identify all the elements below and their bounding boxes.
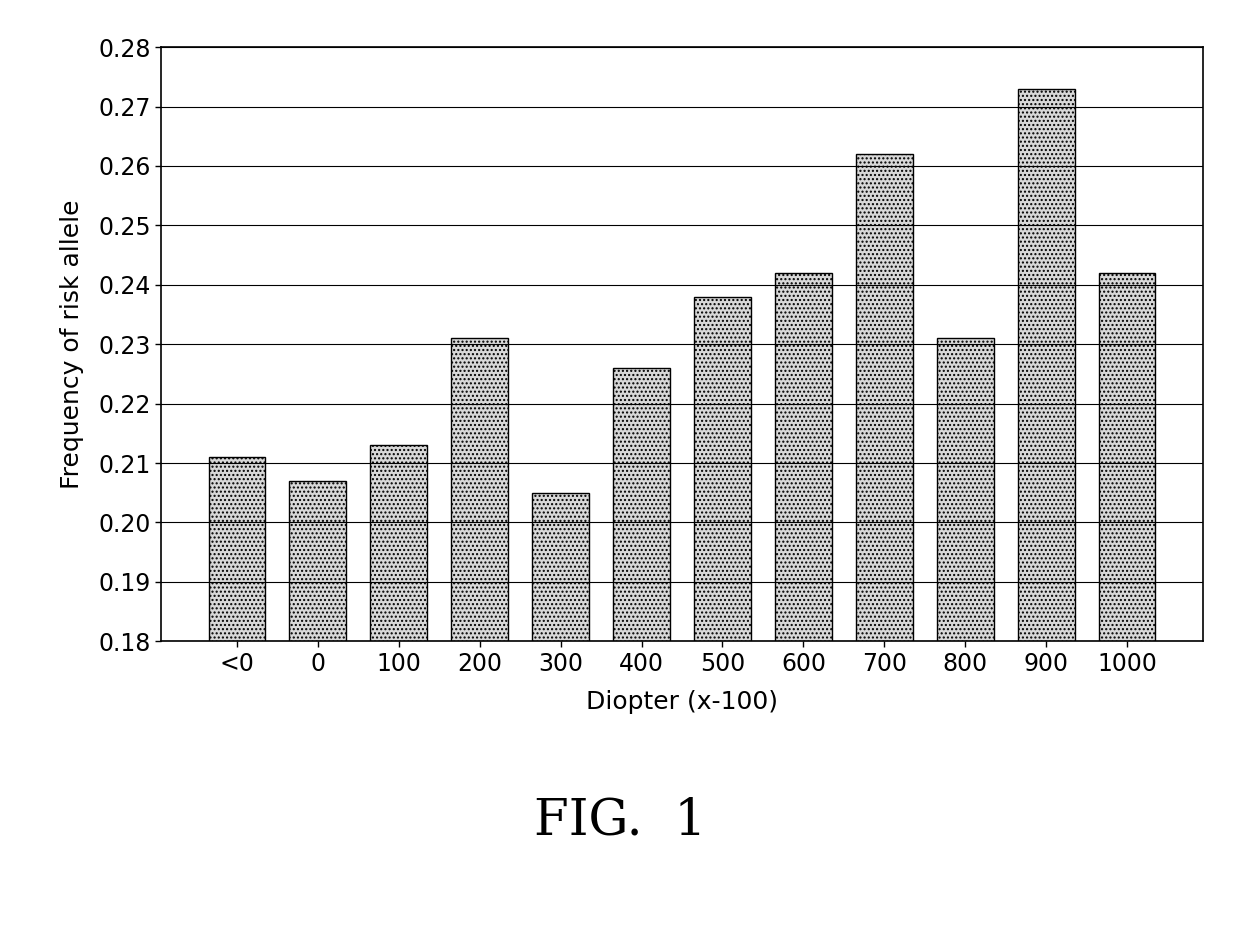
Bar bbox=[775, 273, 832, 943]
Bar bbox=[1099, 273, 1156, 943]
X-axis label: Diopter (x-100): Diopter (x-100) bbox=[587, 689, 777, 714]
Bar bbox=[1018, 89, 1075, 943]
Bar bbox=[614, 368, 670, 943]
Y-axis label: Frequency of risk allele: Frequency of risk allele bbox=[61, 200, 84, 488]
Bar bbox=[289, 481, 346, 943]
Bar bbox=[532, 493, 589, 943]
Bar bbox=[856, 154, 913, 943]
Bar bbox=[371, 445, 427, 943]
Bar bbox=[208, 457, 265, 943]
Bar bbox=[937, 339, 993, 943]
Bar bbox=[451, 339, 508, 943]
Bar bbox=[694, 297, 750, 943]
Text: FIG.  1: FIG. 1 bbox=[534, 796, 706, 845]
